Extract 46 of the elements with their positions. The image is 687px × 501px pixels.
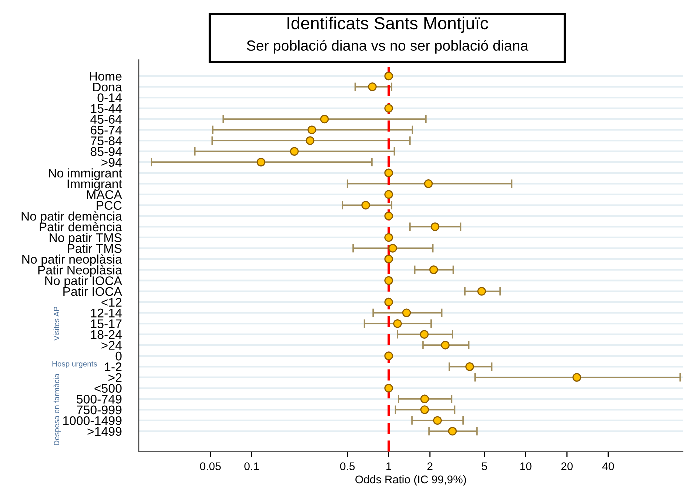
y-tick-label: Immigrant — [68, 179, 122, 192]
y-tick-label: MACA — [87, 190, 122, 200]
y-tick-label: 15-17 — [91, 320, 122, 328]
y-tick-label: 0-14 — [98, 94, 122, 102]
x-tick-label: 2 — [428, 462, 433, 470]
y-tick-label: <12 — [102, 298, 122, 307]
y-tick-label: 750-999 — [77, 406, 122, 415]
y-tick-label: 85-94 — [90, 147, 122, 156]
y-tick-label: Patir Neoplàsia — [38, 265, 122, 278]
chart-title: Identificats Sants Montjuïc — [288, 16, 488, 34]
y-tick-label: 75-84 — [91, 136, 122, 146]
y-tick-label: >24 — [102, 341, 122, 350]
x-axis-title: Odds Ratio (IC 99,9%) — [356, 475, 466, 486]
x-tick-label: 1 — [386, 462, 392, 470]
y-tick-label: Patir demència — [40, 222, 122, 232]
y-tick-label: Dona — [93, 82, 122, 92]
y-tick-label: Patir TMS — [68, 244, 122, 254]
x-tick-label: 0.05 — [200, 462, 221, 470]
y-tick-label: 18-24 — [91, 330, 122, 340]
x-tick-label: 20 — [562, 462, 573, 470]
y-tick-label: 500-749 — [76, 394, 122, 404]
y-tick-label: No patir TMS — [50, 233, 122, 245]
y-tick-label: No patir IOCA — [46, 276, 122, 288]
y-tick-label: <500 — [94, 384, 122, 394]
chart-subtitle: Ser població diana vs no ser població diana — [247, 40, 529, 54]
y-tick-label: 65-74 — [91, 126, 122, 135]
y-tick-label: Patir IOCA — [64, 287, 122, 296]
y-tick-label: No patir demència — [22, 212, 122, 224]
y-tick-label: No patir neoplàsia — [22, 254, 122, 266]
y-tick-label: PCC — [96, 201, 122, 210]
y-tick-label: No immigrant — [49, 168, 122, 180]
y-tick-label: 1-2 — [105, 362, 122, 372]
y-tick-label: >1499 — [88, 427, 122, 436]
y-tick-label: >94 — [102, 158, 122, 168]
x-tick-label: 0.5 — [340, 462, 355, 470]
x-tick-label: 0.1 — [244, 462, 260, 470]
y-tick-label: 0 — [116, 352, 122, 361]
x-tick-label: 40 — [602, 462, 614, 470]
x-tick-label: 10 — [520, 462, 532, 470]
y-tick-label: 45-64 — [90, 115, 122, 124]
y-tick-label: 1000-1499 — [64, 416, 122, 426]
y-tick-label: >2 — [108, 373, 122, 382]
x-tick-label: 5 — [482, 462, 488, 470]
y-tick-label: 15-44 — [91, 104, 122, 114]
y-tick-label: Home — [90, 72, 122, 81]
y-tick-label: 12-14 — [91, 308, 122, 318]
